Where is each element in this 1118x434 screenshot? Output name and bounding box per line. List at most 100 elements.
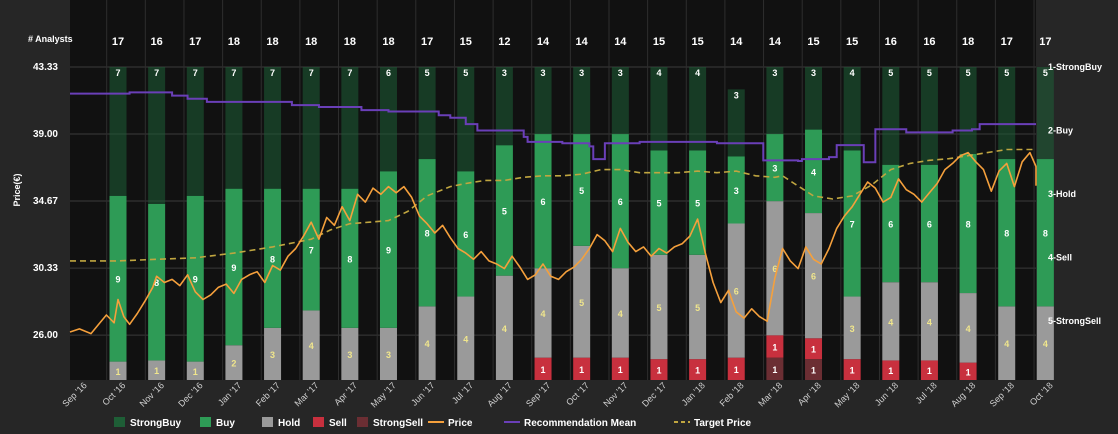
bar-buy [766,134,784,202]
bar-value-label: 5 [656,303,661,313]
bar-buy [1036,159,1054,307]
bar-buy [534,134,552,269]
bar-sell [573,357,591,380]
bar-hold [573,245,591,358]
bar-buy [998,159,1016,307]
bar-buy [805,129,823,214]
legend-swatch [357,417,368,427]
price-tick-label: 26.00 [33,330,58,341]
bar-hold [148,360,166,380]
bar-value-label: 5 [656,199,661,209]
bar-value-label: 6 [541,197,546,207]
bar-value-label: 9 [386,246,391,256]
rating-tick-label: 2-Buy [1048,126,1073,136]
bar-value-label: 1 [772,365,777,375]
bar-value-label: 3 [850,324,855,334]
bar-value-label: 1 [888,366,893,376]
bar-value-label: 6 [734,287,739,297]
bar-buy [959,153,977,294]
legend-item: Recommendation Mean [504,418,636,429]
bar-value-label: 6 [618,197,623,207]
bar-buy [418,159,436,307]
bar-value-label: 1 [115,367,120,377]
bar-stack: 4 8 5 [998,67,1016,380]
bar-hold [998,306,1016,380]
bar-stack: 3 8 7 [264,67,282,380]
rating-tick-label: 4-Sell [1048,253,1072,263]
bar-stack: 2 9 7 [225,67,243,380]
legend-swatch [313,417,324,427]
legend-label: Recommendation Mean [524,418,636,429]
bar-hold [302,310,320,380]
price-tick-label: 30.33 [33,263,58,274]
bar-value-label: 1 [734,365,739,375]
bar-value-label: 1 [656,366,661,376]
bar-value-label: 5 [463,68,468,78]
bar-value-label: 5 [579,298,584,308]
bar-strongbuy [495,67,513,146]
bar-value-label: 3 [541,68,546,78]
bar-stack: 1 1 6 4 3 [805,67,823,380]
analyst-counts: 17 16 17 18 18 18 18 18 17 15 12 14 14 14 15 15 14 14 15 15… [112,36,1052,48]
bar-value-label: 4 [888,317,893,327]
bar-value-label: 7 [347,68,352,78]
bar-sell [766,335,784,358]
bar-value-label: 8 [1004,229,1009,239]
target-price-line [70,148,1036,262]
bar-strongsell [805,359,823,380]
bar-sell [611,357,629,380]
bar-value-label: 5 [695,303,700,313]
bar-buy [843,150,861,297]
analyst-count: 14 [730,36,743,48]
price-ticks: 43.33 39.00 34.67 30.33 26.00 [33,62,58,341]
bar-value-label: 5 [927,68,932,78]
bar-value-label: 1 [154,366,159,376]
bar-hold [264,327,282,380]
bar-strongbuy [379,67,397,172]
bar-strongbuy [225,67,243,189]
bar-value-label: 3 [618,68,623,78]
bar-value-label: 6 [888,220,893,230]
legend-item: StrongSell [357,417,423,429]
bar-buy [573,134,591,246]
bar-buy [341,188,359,328]
bar-stack: 1 4 6 5 [920,67,938,380]
analyst-count: 14 [769,36,782,48]
bar-strongbuy [186,67,204,196]
bar-hold [418,306,436,380]
bar-value-label: 4 [695,68,700,78]
bar-value-label: 4 [1004,339,1009,349]
bar-stack: 1 3 7 4 [843,67,861,380]
bar-strongsell [766,357,784,380]
bar-stack: 1 4 6 5 [882,67,900,380]
bar-value-label: 3 [772,68,777,78]
legend-item: Price [428,418,473,429]
price-tick-label: 39.00 [33,129,58,140]
analyst-count: 18 [228,36,240,48]
legend-label: Buy [216,418,235,429]
bar-hold [920,282,938,361]
bar-value-label: 5 [579,186,584,196]
bar-value-label: 1 [927,366,932,376]
bar-buy [457,171,475,297]
bar-value-label: 3 [734,90,739,100]
rating-bars: 1971871972973874773873964854654531463155… [109,67,1054,380]
legend-label: Target Price [694,418,751,429]
bar-value-label: 6 [927,220,932,230]
analyst-count: 16 [923,36,935,48]
bar-stack: 1 8 7 [148,67,166,380]
bar-value-label: 1 [811,366,816,376]
bar-value-label: 3 [347,350,352,360]
analyst-count: 17 [189,36,201,48]
legend-swatch [114,417,125,427]
bar-value-label: 4 [309,341,314,351]
bar-value-label: 9 [193,275,198,285]
analyst-count: 18 [962,36,974,48]
bar-value-label: 4 [850,68,855,78]
bar-stack: 4 7 7 [302,67,320,380]
analyst-count: 14 [576,36,589,48]
bar-value-label: 4 [425,339,430,349]
